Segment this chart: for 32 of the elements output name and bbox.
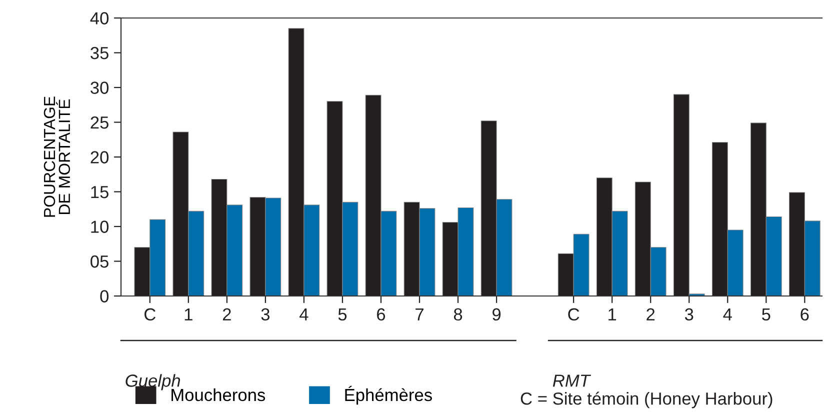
y-tick-label: 40	[90, 12, 109, 24]
text: C = Site témoin (Honey Harbour)	[520, 392, 772, 408]
x-tick-label: 1	[608, 308, 616, 320]
x-tick-label: 1	[184, 308, 192, 320]
x-tick-label: 6	[800, 308, 809, 321]
y-tick-label: 0	[100, 290, 109, 302]
x-tick-label: 3	[261, 308, 270, 321]
y-tick-label: 15	[91, 186, 108, 198]
x-tick-label: 4	[723, 308, 732, 320]
y-tick-label: 20	[90, 151, 109, 164]
y-tick-label: 25	[90, 116, 108, 129]
x-tick-label: 2	[646, 308, 655, 320]
x-tick-label: 8	[454, 308, 462, 321]
legend-label: Éphémères	[345, 386, 432, 405]
x-tick-label: C	[144, 308, 156, 321]
y-tick-label: 35	[90, 46, 108, 60]
x-tick-label: 5	[338, 308, 347, 321]
x-tick-label: 9	[492, 308, 501, 321]
x-tick-label: C	[568, 308, 580, 321]
y-tick-label: 10	[91, 220, 109, 233]
x-tick-label: 6	[377, 308, 386, 321]
x-tick-label: 2	[222, 308, 231, 320]
x-tick-label: 7	[416, 308, 424, 320]
text: Guelph	[126, 374, 180, 390]
y-tick-label: 30	[90, 82, 109, 94]
x-tick-label: 5	[762, 308, 770, 321]
x-tick-label: 3	[684, 308, 694, 321]
y-tick-label: 05	[90, 255, 108, 268]
y-axis-title: POURCENTAGE DE MORTALITÉ	[44, 96, 70, 217]
text: RMT	[552, 374, 592, 387]
x-tick-label: 4	[300, 308, 308, 320]
legend-label: Moucherons	[172, 388, 266, 402]
